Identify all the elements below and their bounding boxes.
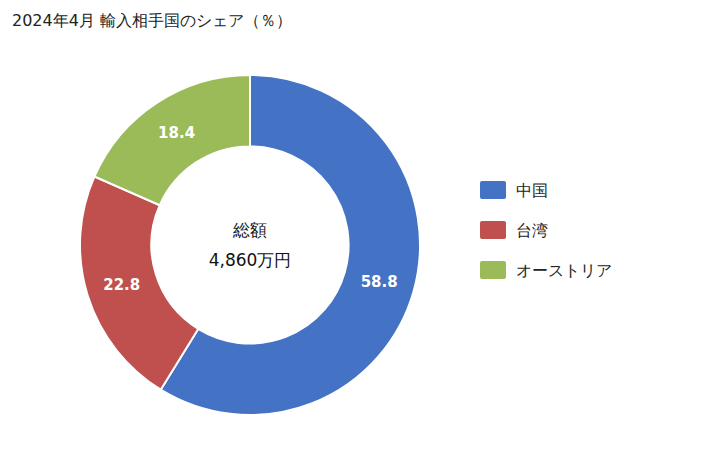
legend-swatch <box>480 181 506 199</box>
chart-svg: 2024年4月 輸入相手国のシェア（％） 58.8 22.8 18.4 総額 4,860万… <box>0 0 728 450</box>
background <box>0 0 728 450</box>
data-labels: 58.8 22.8 18.4 <box>103 124 397 294</box>
center-annotation: 4,860万円 <box>209 250 292 270</box>
data-label: 22.8 <box>103 276 140 294</box>
legend: 中国台湾オーストリア <box>480 181 612 280</box>
donut-slice <box>94 75 250 205</box>
slices <box>80 75 420 415</box>
legend-swatch <box>480 261 506 279</box>
donut-slice <box>80 177 198 390</box>
center-annotation: 総額 <box>232 220 267 240</box>
legend-label: オーストリア <box>516 261 612 280</box>
data-label: 58.8 <box>361 273 398 291</box>
chart-root: 2024年4月 輸入相手国のシェア（％） 58.8 22.8 18.4 総額 4,860万… <box>0 0 728 450</box>
legend-label: 中国 <box>516 181 548 200</box>
legend-swatch <box>480 221 506 239</box>
data-label: 18.4 <box>158 124 195 142</box>
chart-title: 2024年4月 輸入相手国のシェア（％） <box>12 11 292 30</box>
legend-label: 台湾 <box>516 221 548 240</box>
